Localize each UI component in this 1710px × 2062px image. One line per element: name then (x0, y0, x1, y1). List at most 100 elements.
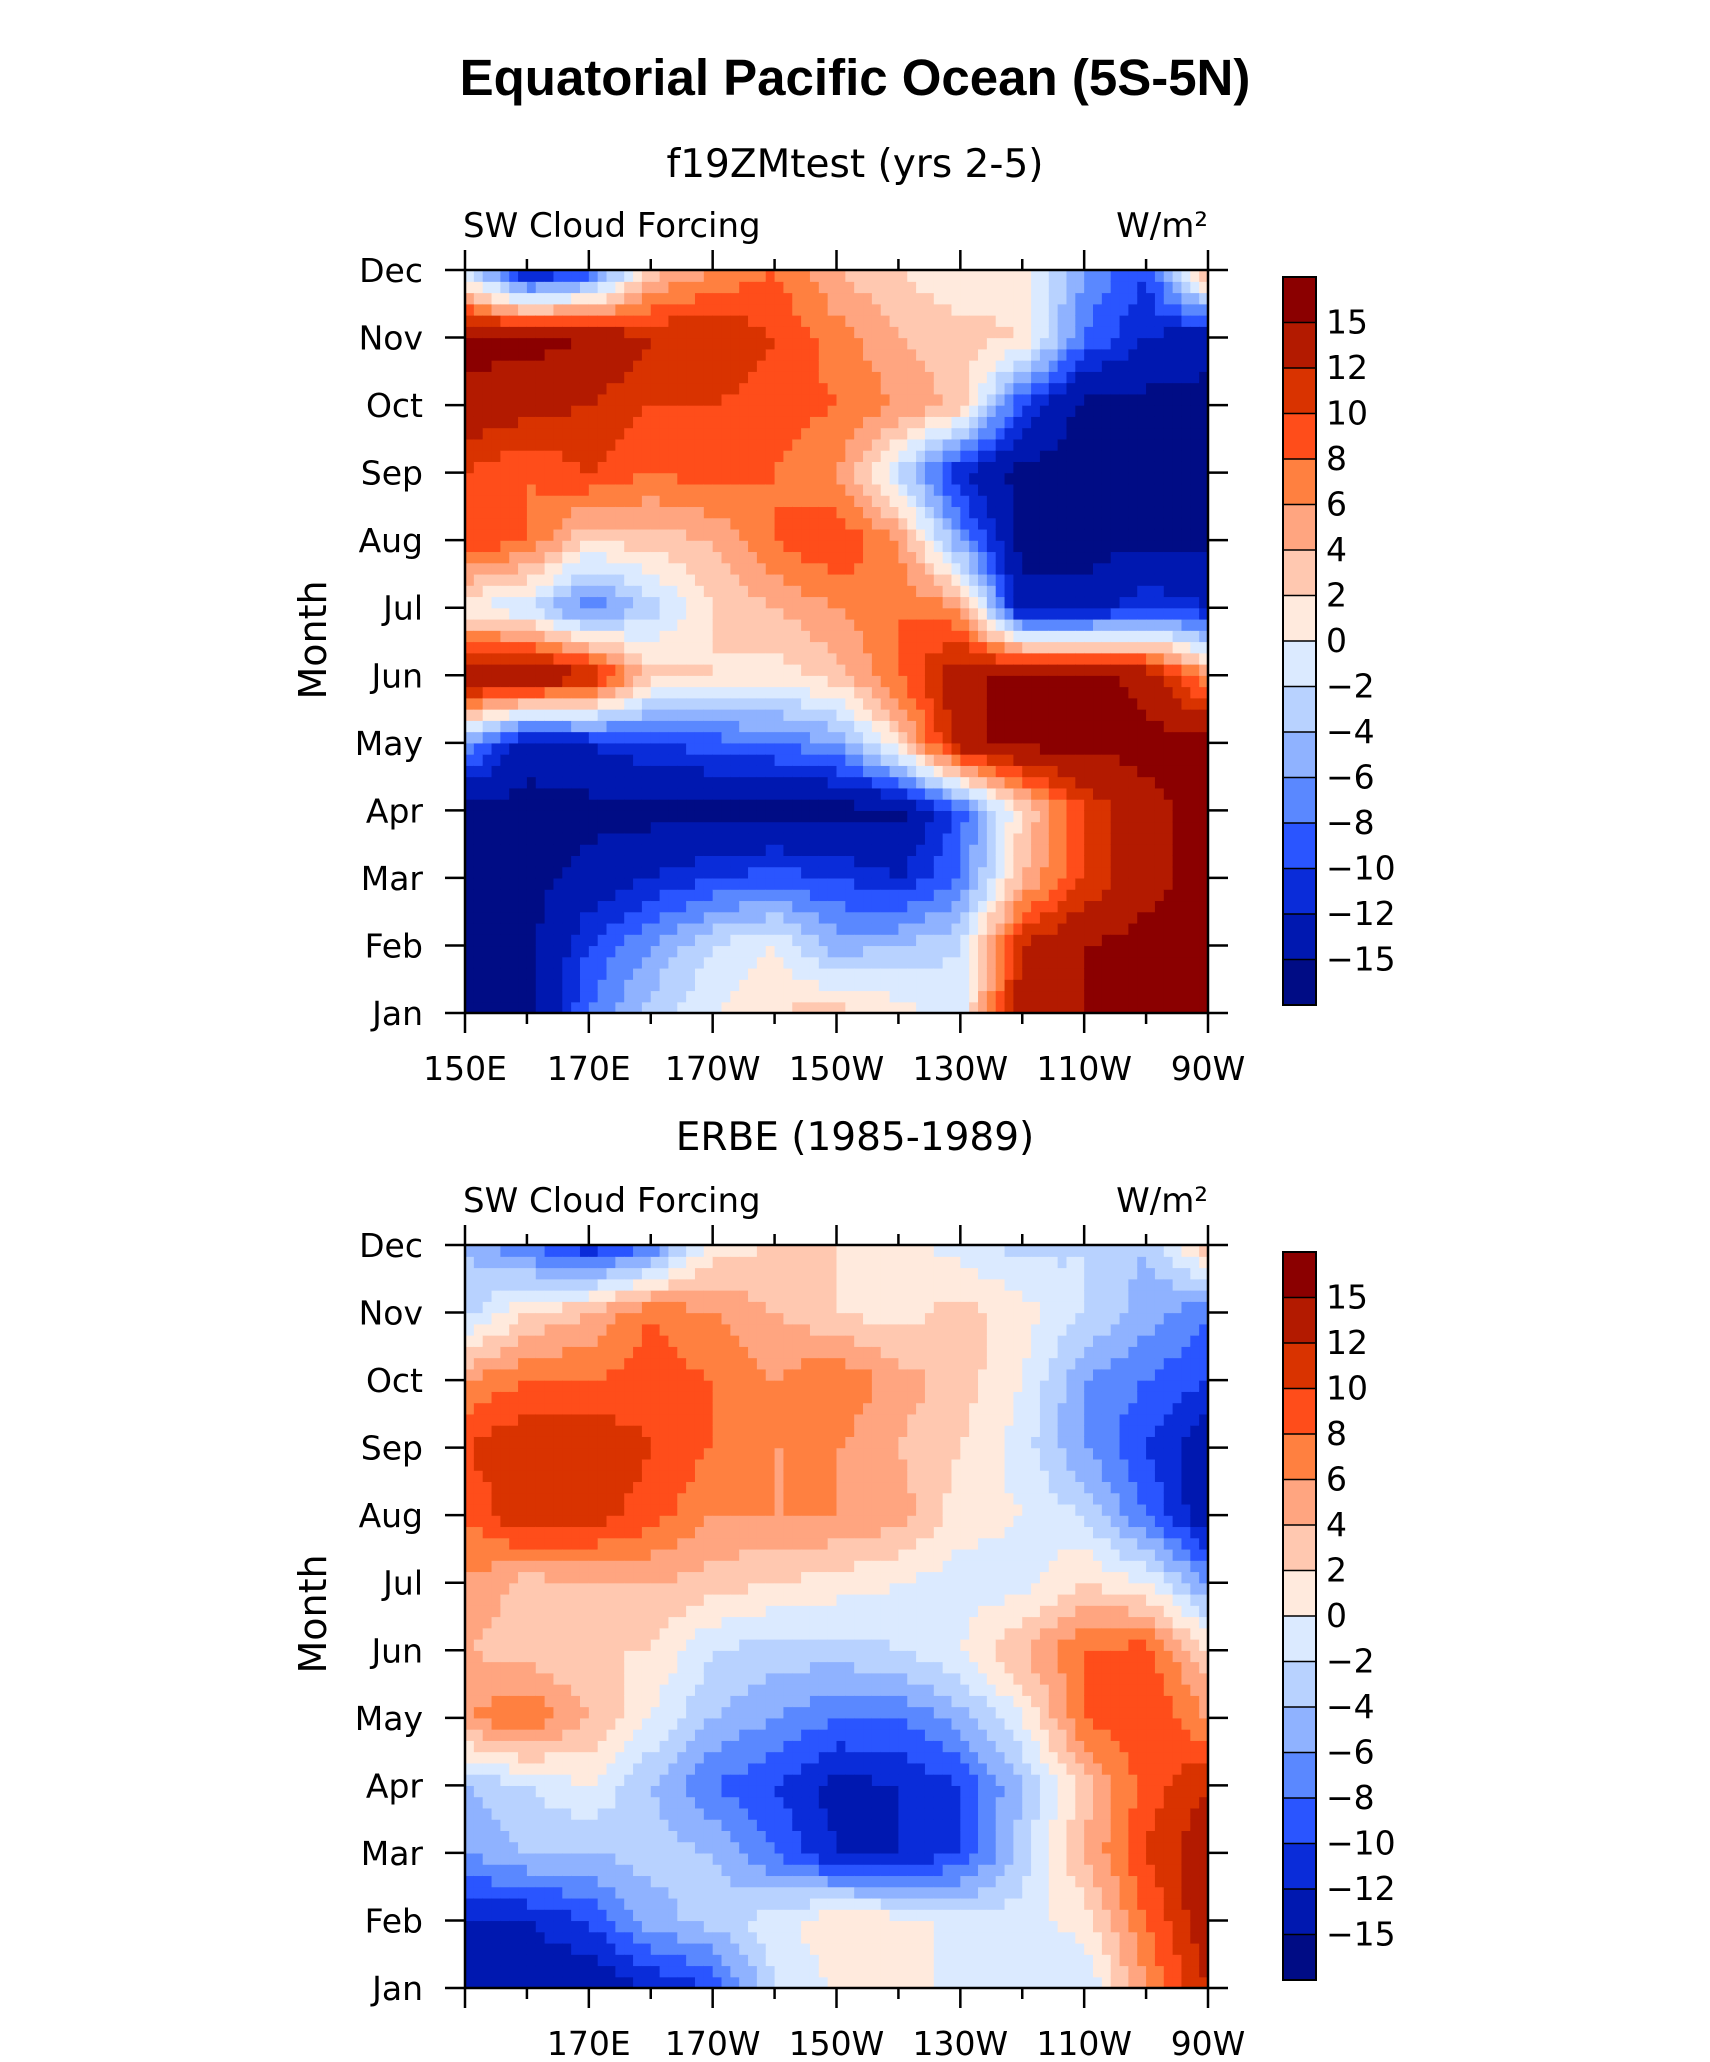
heatmap-cell (509, 337, 519, 350)
heatmap-cell (500, 922, 510, 935)
heatmap-cell (801, 281, 811, 294)
heatmap-cell (579, 292, 590, 305)
heatmap-cell (465, 956, 475, 969)
heatmap-cell (606, 844, 616, 856)
heatmap-cell (1093, 832, 1103, 845)
heatmap-cell (1004, 799, 1015, 811)
heatmap-cell (783, 742, 793, 755)
heatmap-cell (500, 630, 510, 643)
heatmap-cell (1013, 281, 1023, 294)
heatmap-cell (969, 720, 979, 733)
heatmap-cell (509, 866, 519, 879)
heatmap-cell (1039, 517, 1050, 530)
heatmap-cell (1057, 844, 1068, 856)
heatmap-cell (1031, 337, 1041, 350)
heatmap-cell (1013, 382, 1023, 395)
heatmap-cell (721, 360, 731, 372)
heatmap-cell (491, 765, 501, 778)
heatmap-cell (1039, 450, 1050, 462)
heatmap-cell (924, 393, 935, 406)
heatmap-cell (1101, 990, 1112, 1003)
heatmap-cell (756, 562, 767, 575)
heatmap-cell (933, 506, 944, 519)
heatmap-cell (1119, 495, 1129, 508)
heatmap-cell (871, 967, 882, 980)
heatmap-cell (969, 540, 979, 553)
heatmap-cell (783, 461, 793, 474)
heatmap-cell (898, 844, 908, 856)
heatmap-cell (518, 889, 528, 902)
heatmap-cell (978, 393, 988, 406)
heatmap-cell (942, 551, 953, 564)
heatmap-cell (916, 731, 926, 744)
heatmap-cell (969, 630, 979, 643)
heatmap-cell (553, 303, 563, 316)
heatmap-cell (562, 562, 572, 575)
heatmap-cell (535, 585, 546, 598)
heatmap-cell (916, 461, 926, 474)
heatmap-cell (907, 956, 917, 969)
heatmap-cell (1128, 855, 1138, 868)
heatmap-cell (801, 855, 811, 868)
heatmap-cell (562, 765, 572, 778)
heatmap-cell (703, 450, 714, 462)
heatmap-cell (509, 393, 519, 406)
heatmap-cell (482, 495, 493, 508)
heatmap-cell (597, 652, 608, 665)
heatmap-cell (836, 979, 846, 992)
heatmap-cell (1101, 697, 1112, 710)
heatmap-cell (1031, 517, 1041, 530)
heatmap-cell (1093, 911, 1103, 924)
heatmap-cell (553, 900, 563, 913)
heatmap-cell (942, 922, 953, 935)
heatmap-cell (562, 382, 572, 395)
heatmap-cell (960, 697, 970, 710)
heatmap-cell (712, 528, 723, 541)
heatmap-cell (1075, 382, 1085, 395)
heatmap-cell (924, 686, 935, 699)
heatmap-cell (633, 709, 643, 721)
heatmap-cell (633, 630, 643, 643)
heatmap-cell (748, 517, 758, 530)
heatmap-cell (792, 427, 802, 440)
heatmap-cell (863, 281, 873, 294)
heatmap-cell (907, 438, 917, 451)
heatmap-cell (694, 979, 705, 992)
heatmap-cell (978, 495, 988, 508)
heatmap-cell (641, 877, 652, 890)
heatmap-cell (783, 360, 793, 372)
heatmap-cell (1101, 326, 1112, 339)
heatmap-cell (801, 551, 811, 564)
heatmap-cell (553, 911, 563, 924)
heatmap-cell (792, 754, 802, 766)
heatmap-cell (615, 337, 625, 350)
heatmap-cell (889, 877, 900, 890)
heatmap-cell (1031, 922, 1041, 935)
heatmap-cell (801, 821, 811, 834)
heatmap-cell (677, 934, 687, 947)
heatmap-cell (571, 393, 581, 406)
heatmap-cell (827, 427, 838, 440)
heatmap-cell (1039, 270, 1050, 282)
heatmap-cell (633, 303, 643, 316)
heatmap-cell (491, 270, 501, 282)
heatmap-cell (482, 540, 493, 553)
heatmap-cell (889, 607, 900, 620)
heatmap-cell (748, 911, 758, 924)
heatmap-cell (995, 664, 1006, 676)
heatmap-cell (916, 922, 926, 935)
heatmap-cell (694, 787, 705, 800)
heatmap-cell (827, 573, 838, 586)
heatmap-cell (588, 787, 599, 800)
heatmap-cell (606, 360, 616, 372)
heatmap-cell (535, 866, 546, 879)
heatmap-cell (1031, 956, 1041, 969)
heatmap-cell (633, 754, 643, 766)
heatmap-cell (482, 911, 493, 924)
heatmap-cell (748, 573, 758, 586)
heatmap-cell (1093, 472, 1103, 485)
heatmap-cell (526, 731, 537, 744)
heatmap-cell (995, 979, 1006, 992)
heatmap-cell (694, 461, 705, 474)
heatmap-cell (482, 360, 493, 372)
